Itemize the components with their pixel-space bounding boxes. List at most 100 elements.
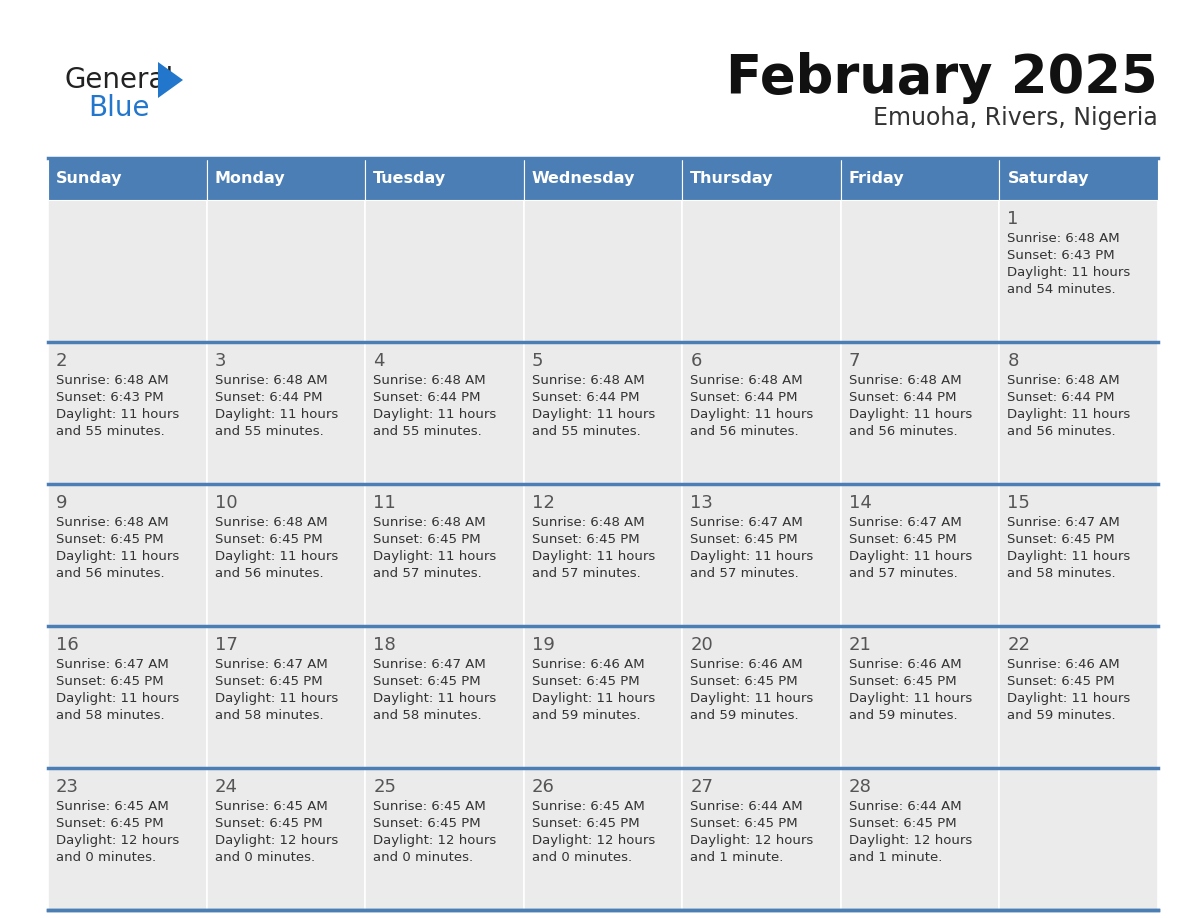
Text: Sunrise: 6:44 AM: Sunrise: 6:44 AM — [849, 800, 961, 813]
Text: and 59 minutes.: and 59 minutes. — [690, 709, 798, 722]
Text: Daylight: 11 hours: Daylight: 11 hours — [849, 550, 972, 563]
FancyBboxPatch shape — [682, 484, 841, 626]
Text: and 56 minutes.: and 56 minutes. — [215, 567, 323, 580]
Text: Sunset: 6:45 PM: Sunset: 6:45 PM — [215, 533, 322, 546]
FancyBboxPatch shape — [682, 768, 841, 910]
Text: Sunset: 6:45 PM: Sunset: 6:45 PM — [56, 675, 164, 688]
FancyBboxPatch shape — [207, 342, 365, 484]
Text: Sunset: 6:44 PM: Sunset: 6:44 PM — [690, 391, 798, 404]
FancyBboxPatch shape — [48, 158, 207, 200]
FancyBboxPatch shape — [48, 768, 207, 910]
Text: Sunset: 6:45 PM: Sunset: 6:45 PM — [532, 533, 639, 546]
Text: 20: 20 — [690, 636, 713, 654]
Text: 24: 24 — [215, 778, 238, 796]
Text: Daylight: 11 hours: Daylight: 11 hours — [215, 692, 337, 705]
Text: Sunrise: 6:48 AM: Sunrise: 6:48 AM — [532, 516, 644, 529]
Text: Sunset: 6:44 PM: Sunset: 6:44 PM — [849, 391, 956, 404]
Text: Sunrise: 6:48 AM: Sunrise: 6:48 AM — [373, 374, 486, 387]
Text: Sunset: 6:44 PM: Sunset: 6:44 PM — [532, 391, 639, 404]
Text: Daylight: 12 hours: Daylight: 12 hours — [849, 834, 972, 847]
Text: 1: 1 — [1007, 210, 1019, 228]
Text: Sunset: 6:45 PM: Sunset: 6:45 PM — [215, 675, 322, 688]
Text: and 57 minutes.: and 57 minutes. — [373, 567, 482, 580]
Text: Daylight: 11 hours: Daylight: 11 hours — [690, 550, 814, 563]
Text: and 58 minutes.: and 58 minutes. — [215, 709, 323, 722]
Text: 12: 12 — [532, 494, 555, 512]
FancyBboxPatch shape — [365, 484, 524, 626]
Text: Daylight: 11 hours: Daylight: 11 hours — [690, 692, 814, 705]
Text: Daylight: 12 hours: Daylight: 12 hours — [56, 834, 179, 847]
Text: Sunrise: 6:47 AM: Sunrise: 6:47 AM — [690, 516, 803, 529]
FancyBboxPatch shape — [207, 200, 365, 342]
Text: 10: 10 — [215, 494, 238, 512]
Text: Sunrise: 6:48 AM: Sunrise: 6:48 AM — [373, 516, 486, 529]
Text: Sunset: 6:45 PM: Sunset: 6:45 PM — [373, 533, 481, 546]
Text: Daylight: 12 hours: Daylight: 12 hours — [215, 834, 337, 847]
Text: Friday: Friday — [849, 172, 904, 186]
Text: Sunset: 6:45 PM: Sunset: 6:45 PM — [1007, 533, 1116, 546]
Text: 7: 7 — [849, 352, 860, 370]
Text: Sunset: 6:45 PM: Sunset: 6:45 PM — [690, 817, 798, 830]
FancyBboxPatch shape — [682, 626, 841, 768]
Text: 11: 11 — [373, 494, 396, 512]
Text: February 2025: February 2025 — [726, 52, 1158, 104]
Text: Sunset: 6:45 PM: Sunset: 6:45 PM — [373, 817, 481, 830]
Text: Daylight: 11 hours: Daylight: 11 hours — [373, 550, 497, 563]
FancyBboxPatch shape — [48, 342, 207, 484]
Text: and 0 minutes.: and 0 minutes. — [532, 851, 632, 864]
FancyBboxPatch shape — [841, 158, 999, 200]
Text: and 0 minutes.: and 0 minutes. — [215, 851, 315, 864]
Text: and 55 minutes.: and 55 minutes. — [373, 425, 482, 438]
Text: Daylight: 11 hours: Daylight: 11 hours — [1007, 408, 1131, 421]
Text: and 58 minutes.: and 58 minutes. — [373, 709, 482, 722]
FancyBboxPatch shape — [999, 342, 1158, 484]
Text: Sunrise: 6:47 AM: Sunrise: 6:47 AM — [215, 658, 328, 671]
Text: and 55 minutes.: and 55 minutes. — [532, 425, 640, 438]
FancyBboxPatch shape — [682, 158, 841, 200]
Text: Daylight: 11 hours: Daylight: 11 hours — [373, 408, 497, 421]
Text: 6: 6 — [690, 352, 702, 370]
Text: and 55 minutes.: and 55 minutes. — [56, 425, 165, 438]
FancyBboxPatch shape — [682, 342, 841, 484]
Text: Sunrise: 6:48 AM: Sunrise: 6:48 AM — [532, 374, 644, 387]
Text: 26: 26 — [532, 778, 555, 796]
Text: Daylight: 11 hours: Daylight: 11 hours — [532, 408, 655, 421]
Text: Sunrise: 6:48 AM: Sunrise: 6:48 AM — [1007, 232, 1120, 245]
Text: Daylight: 11 hours: Daylight: 11 hours — [849, 408, 972, 421]
FancyBboxPatch shape — [48, 626, 207, 768]
FancyBboxPatch shape — [682, 200, 841, 342]
Text: Sunrise: 6:47 AM: Sunrise: 6:47 AM — [1007, 516, 1120, 529]
Text: and 57 minutes.: and 57 minutes. — [690, 567, 800, 580]
FancyBboxPatch shape — [841, 200, 999, 342]
FancyBboxPatch shape — [524, 626, 682, 768]
Text: 18: 18 — [373, 636, 396, 654]
Text: Sunrise: 6:45 AM: Sunrise: 6:45 AM — [373, 800, 486, 813]
Text: 15: 15 — [1007, 494, 1030, 512]
Text: and 57 minutes.: and 57 minutes. — [849, 567, 958, 580]
Text: and 58 minutes.: and 58 minutes. — [1007, 567, 1116, 580]
FancyBboxPatch shape — [524, 158, 682, 200]
Text: Sunrise: 6:46 AM: Sunrise: 6:46 AM — [1007, 658, 1120, 671]
Text: and 56 minutes.: and 56 minutes. — [690, 425, 798, 438]
Text: Wednesday: Wednesday — [532, 172, 636, 186]
Text: and 56 minutes.: and 56 minutes. — [56, 567, 165, 580]
Text: 13: 13 — [690, 494, 713, 512]
Text: 21: 21 — [849, 636, 872, 654]
Text: 28: 28 — [849, 778, 872, 796]
Text: Thursday: Thursday — [690, 172, 773, 186]
FancyBboxPatch shape — [365, 768, 524, 910]
Text: Daylight: 11 hours: Daylight: 11 hours — [56, 408, 179, 421]
Text: 5: 5 — [532, 352, 543, 370]
Text: Sunrise: 6:48 AM: Sunrise: 6:48 AM — [56, 516, 169, 529]
FancyBboxPatch shape — [207, 484, 365, 626]
Text: and 59 minutes.: and 59 minutes. — [532, 709, 640, 722]
Text: Sunrise: 6:48 AM: Sunrise: 6:48 AM — [56, 374, 169, 387]
Polygon shape — [158, 62, 183, 98]
Text: Sunrise: 6:46 AM: Sunrise: 6:46 AM — [849, 658, 961, 671]
Text: Sunset: 6:45 PM: Sunset: 6:45 PM — [1007, 675, 1116, 688]
Text: Sunrise: 6:47 AM: Sunrise: 6:47 AM — [373, 658, 486, 671]
Text: 14: 14 — [849, 494, 872, 512]
FancyBboxPatch shape — [524, 200, 682, 342]
Text: Daylight: 11 hours: Daylight: 11 hours — [215, 550, 337, 563]
Text: Daylight: 11 hours: Daylight: 11 hours — [56, 692, 179, 705]
